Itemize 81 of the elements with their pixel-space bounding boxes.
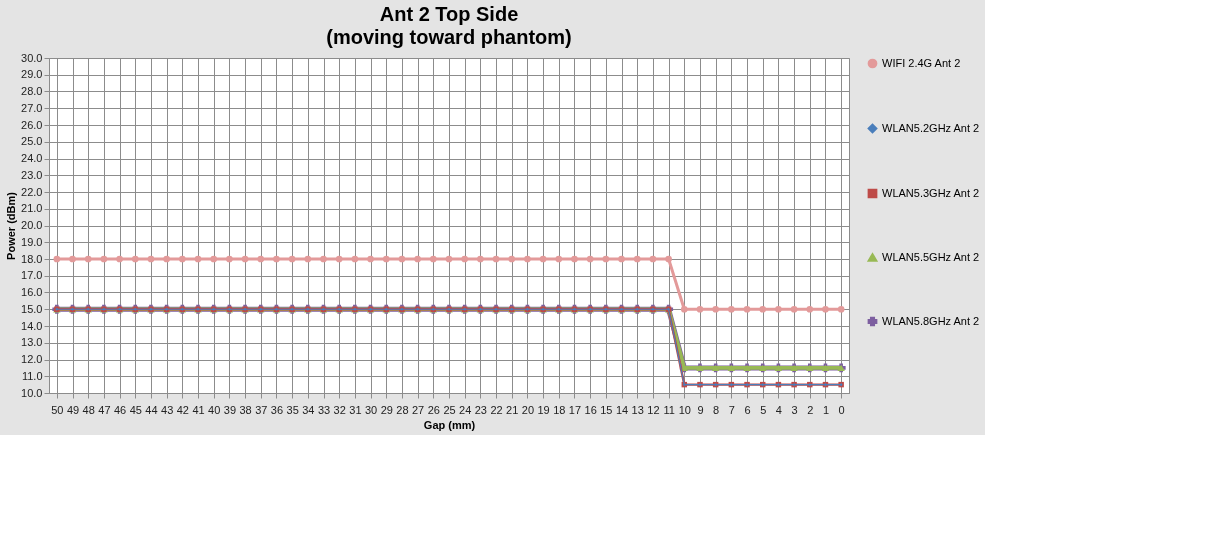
x-tick-label: 8	[713, 403, 720, 416]
y-tick-label: 18.0	[21, 252, 43, 265]
x-tick-label: 16	[584, 403, 597, 416]
legend-label: WLAN5.3GHz Ant 2	[882, 186, 980, 199]
x-tick-label: 11	[663, 403, 675, 416]
x-tick-label: 31	[349, 403, 362, 416]
x-tick-label: 13	[631, 403, 644, 416]
x-tick-label: 22	[490, 403, 503, 416]
y-tick-label: 25.0	[21, 135, 43, 148]
y-tick-label: 27.0	[21, 101, 43, 114]
x-tick-label: 32	[333, 403, 346, 416]
chart-title: Ant 2 Top Side	[379, 3, 519, 25]
y-tick-label: 13.0	[21, 336, 43, 349]
y-tick-label: 21.0	[21, 202, 43, 215]
x-tick-label: 17	[568, 403, 582, 416]
x-tick-label: 30	[364, 403, 378, 416]
x-tick-label: 50	[51, 403, 64, 416]
y-tick-label: 26.0	[21, 118, 43, 131]
y-tick-label: 29.0	[21, 68, 43, 81]
y-tick-label: 22.0	[21, 185, 43, 198]
x-tick-label: 36	[270, 403, 284, 416]
legend-label: WIFI 2.4G Ant 2	[882, 56, 961, 69]
x-tick-label: 23	[474, 403, 487, 416]
y-tick-label: 24.0	[21, 152, 43, 164]
x-tick-label: 42	[176, 403, 189, 416]
x-tick-label: 9	[697, 403, 704, 416]
y-tick-label: 17.0	[21, 269, 43, 282]
x-tick-label: 18	[553, 403, 566, 416]
y-tick-label: 10.0	[21, 386, 43, 399]
y-tick-label: 23.0	[21, 168, 43, 181]
y-tick-label: 30.0	[21, 51, 43, 64]
x-tick-label: 44	[145, 403, 158, 416]
x-tick-label: 25	[443, 403, 456, 416]
x-tick-label: 35	[286, 403, 299, 416]
x-tick-label: 47	[98, 403, 111, 416]
x-tick-label: 46	[113, 403, 127, 416]
x-tick-label: 15	[600, 403, 613, 416]
x-tick-label: 14	[615, 403, 629, 416]
x-tick-label: 10	[678, 403, 691, 416]
y-tick-label: 15.0	[21, 302, 43, 315]
y-tick-label: 20.0	[21, 219, 43, 231]
x-tick-label: 19	[537, 403, 550, 416]
chart-subtitle: (moving toward phantom)	[326, 26, 572, 48]
x-tick-label: 5	[760, 403, 767, 416]
x-axis-title: Gap (mm)	[423, 418, 476, 431]
legend-label: WLAN5.5GHz Ant 2	[882, 250, 980, 263]
x-tick-label: 48	[82, 403, 95, 416]
x-tick-label: 0	[838, 403, 845, 416]
x-tick-label: 33	[317, 403, 331, 416]
x-tick-label: 7	[728, 403, 735, 416]
y-tick-label: 28.0	[21, 85, 43, 97]
y-axis-title: Power (dBm)	[5, 191, 18, 260]
x-tick-label: 39	[223, 403, 237, 416]
x-tick-label: 40	[208, 403, 221, 416]
legend-label: WLAN5.2GHz Ant 2	[882, 121, 980, 134]
x-tick-label: 4	[775, 403, 782, 416]
legend-label: WLAN5.8GHz Ant 2	[882, 314, 980, 327]
x-tick-label: 12	[647, 403, 660, 416]
x-tick-label: 20	[521, 403, 535, 416]
x-tick-label: 21	[506, 403, 519, 416]
y-tick-label: 19.0	[21, 235, 43, 248]
x-tick-label: 26	[427, 403, 440, 416]
x-tick-label: 43	[161, 403, 174, 416]
x-tick-label: 49	[66, 403, 80, 416]
x-tick-label: 2	[807, 403, 814, 416]
x-tick-label: 6	[744, 403, 751, 416]
y-tick-label: 12.0	[21, 353, 43, 365]
x-tick-label: 29	[380, 403, 393, 416]
y-tick-label: 14.0	[21, 319, 43, 332]
y-tick-label: 16.0	[21, 286, 43, 298]
x-tick-label: 1	[822, 403, 830, 416]
x-tick-label: 45	[129, 403, 142, 416]
x-tick-label: 24	[459, 403, 472, 416]
y-tick-label: 11.0	[21, 369, 43, 382]
x-tick-label: 41	[192, 403, 205, 416]
x-tick-label: 3	[791, 403, 798, 416]
x-tick-label: 28	[396, 403, 409, 416]
x-tick-label: 27	[412, 403, 425, 416]
x-tick-label: 37	[255, 403, 268, 416]
x-tick-label: 34	[302, 403, 315, 416]
x-tick-label: 38	[239, 403, 252, 416]
